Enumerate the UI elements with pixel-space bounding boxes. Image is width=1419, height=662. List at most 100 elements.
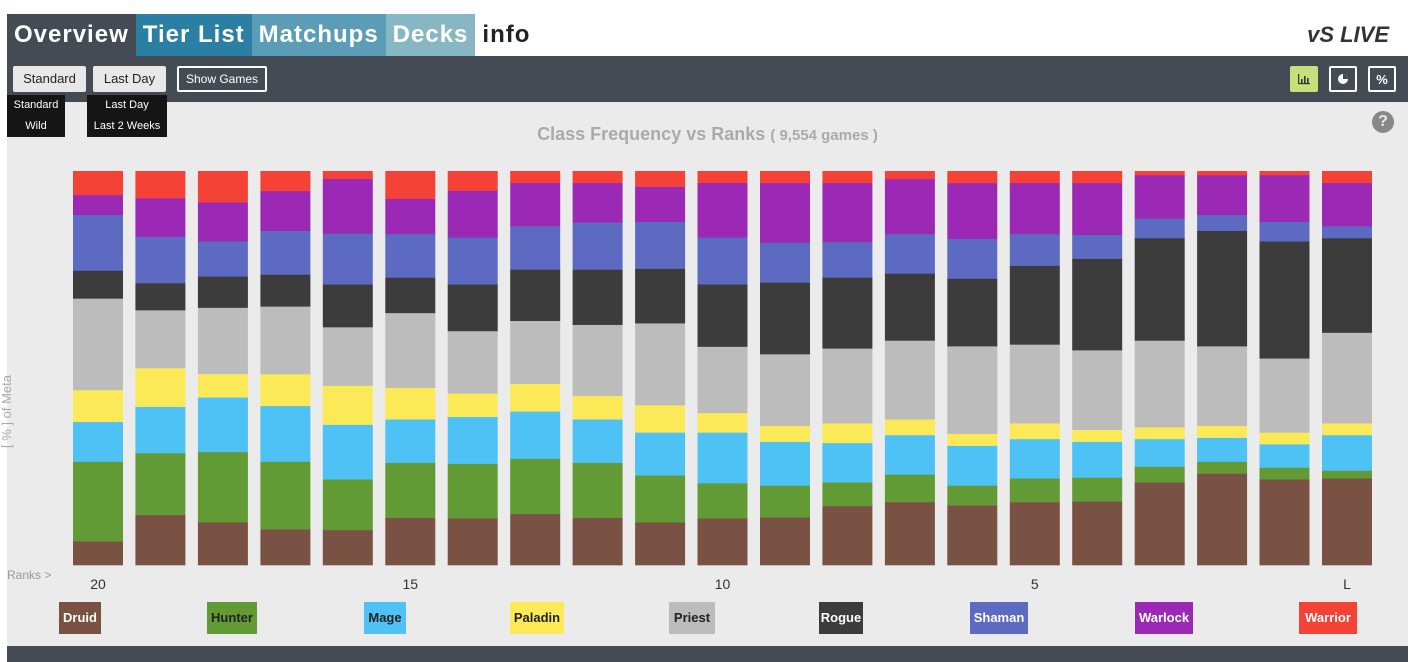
legend-druid[interactable]: Druid [59,602,101,634]
bar-segment-hunter-rank-10[interactable] [697,483,748,519]
bar-segment-shaman-rank-10[interactable] [697,237,748,285]
bar-rank-12[interactable] [572,171,623,566]
tab-tier-list[interactable]: Tier List [135,14,252,56]
bar-segment-mage-rank-19[interactable] [135,406,186,454]
bar-segment-warrior-rank-20[interactable] [73,171,123,196]
bar-segment-warlock-rank-17[interactable] [260,190,311,231]
bar-segment-shaman-rank-1[interactable] [1259,221,1310,242]
bar-segment-shaman-rank-4[interactable] [1072,234,1123,259]
bar-segment-paladin-rank-17[interactable] [260,373,311,407]
bar-segment-rogue-rank-19[interactable] [135,283,186,311]
bar-segment-hunter-rank-15[interactable] [385,462,436,519]
bar-segment-hunter-rank-13[interactable] [510,458,561,515]
bar-segment-warlock-rank-16[interactable] [322,178,373,234]
bar-segment-paladin-rank-20[interactable] [73,389,123,423]
bar-segment-shaman-rank-6[interactable] [947,238,998,279]
bar-segment-warlock-rank-12[interactable] [572,182,623,223]
bar-segment-druid-rank-19[interactable] [135,514,186,566]
bar-rank-18[interactable] [197,171,248,566]
legend-shaman[interactable]: Shaman [970,602,1028,634]
bar-segment-warlock-rank-15[interactable] [385,198,436,235]
bar-segment-hunter-rank-18[interactable] [197,451,248,523]
bar-segment-shaman-rank-12[interactable] [572,222,623,270]
bar-segment-paladin-rank-7[interactable] [884,419,935,436]
bar-segment-warrior-rank-19[interactable] [135,171,186,199]
bar-segment-warrior-rank-6[interactable] [947,171,998,184]
bar-segment-warrior-rank-5[interactable] [1009,171,1060,184]
bar-segment-priest-rank-20[interactable] [73,298,123,391]
bar-segment-priest-rank-12[interactable] [572,324,623,396]
bar-segment-shaman-rank-15[interactable] [385,234,436,278]
bar-segment-paladin-rank-9[interactable] [760,425,810,442]
bar-segment-druid-rank-2[interactable] [1197,473,1248,566]
bar-segment-priest-rank-11[interactable] [635,323,686,406]
tab-decks[interactable]: Decks [385,14,476,56]
bar-segment-druid-rank-6[interactable] [947,505,998,566]
bar-rank-11[interactable] [635,171,686,566]
bar-segment-warlock-rank-3[interactable] [1134,174,1185,219]
bar-rank-14[interactable] [447,171,498,566]
bar-segment-shaman-rank-18[interactable] [197,241,248,277]
bar-segment-warrior-rank-14[interactable] [447,171,498,191]
bar-segment-rogue-rank-9[interactable] [760,282,810,355]
bar-segment-priest-rank-9[interactable] [760,354,810,427]
bar-segment-priest-rank-19[interactable] [135,310,186,369]
bar-segment-warlock-rank-14[interactable] [447,190,498,238]
bar-rank-7[interactable] [884,171,935,566]
bar-segment-hunter-rank-12[interactable] [572,462,623,519]
bar-segment-priest-rank-15[interactable] [385,312,436,388]
format-button[interactable]: Standard [13,66,86,92]
bar-segment-mage-rank-3[interactable] [1134,438,1185,467]
bar-segment-priest-rank-1[interactable] [1259,358,1310,433]
bar-segment-hunter-rank-9[interactable] [760,485,810,518]
bar-segment-paladin-rank-15[interactable] [385,387,436,420]
bar-segment-druid-rank-13[interactable] [510,513,561,566]
bar-segment-warlock-rank-10[interactable] [697,182,748,238]
bar-segment-hunter-rank-14[interactable] [447,463,498,519]
bar-segment-rogue-rank-3[interactable] [1134,237,1185,341]
bar-segment-mage-rank-5[interactable] [1009,438,1060,479]
bar-rank-13[interactable] [510,171,561,566]
bar-segment-mage-rank-14[interactable] [447,416,498,464]
format-option-wild[interactable]: Wild [25,120,47,132]
bar-segment-hunter-rank-7[interactable] [884,474,935,503]
bar-segment-mage-rank-16[interactable] [322,424,373,480]
bar-rank-9[interactable] [760,171,810,566]
bar-segment-priest-rank-10[interactable] [697,346,748,414]
bar-segment-paladin-rank-19[interactable] [135,368,186,407]
percent-icon[interactable]: % [1368,66,1396,92]
bar-segment-paladin-rank-18[interactable] [197,373,248,398]
bar-rank-16[interactable] [322,171,373,566]
bar-segment-warrior-rank-3[interactable] [1134,171,1185,176]
bar-segment-priest-rank-7[interactable] [884,340,935,420]
time-range-button[interactable]: Last Day [93,66,166,92]
bar-segment-hunter-rank-L[interactable] [1322,470,1372,479]
tab-info[interactable]: info [475,14,538,56]
bar-segment-druid-rank-9[interactable] [760,517,810,566]
help-icon[interactable]: ? [1372,111,1394,133]
legend-priest[interactable]: Priest [669,602,715,634]
bar-segment-rogue-rank-15[interactable] [385,277,436,314]
legend-hunter[interactable]: Hunter [207,602,257,634]
bar-segment-druid-rank-5[interactable] [1009,501,1060,566]
bar-segment-paladin-rank-11[interactable] [635,405,686,433]
bar-segment-warrior-rank-9[interactable] [760,171,810,184]
bar-segment-hunter-rank-16[interactable] [322,479,373,531]
bar-segment-rogue-rank-10[interactable] [697,284,748,347]
bar-rank-4[interactable] [1072,171,1123,566]
bar-segment-warlock-rank-5[interactable] [1009,182,1060,235]
bar-segment-hunter-rank-20[interactable] [73,461,123,542]
bar-segment-shaman-rank-7[interactable] [884,234,935,274]
bar-segment-shaman-rank-L[interactable] [1322,226,1372,239]
bar-segment-priest-rank-8[interactable] [822,348,873,424]
bar-segment-hunter-rank-1[interactable] [1259,467,1310,480]
bar-segment-warlock-rank-2[interactable] [1197,174,1248,216]
bar-segment-warrior-rank-L[interactable] [1322,171,1372,184]
legend-mage[interactable]: Mage [364,602,406,634]
bar-segment-rogue-rank-5[interactable] [1009,265,1060,345]
bar-segment-shaman-rank-8[interactable] [822,241,873,278]
bar-segment-rogue-rank-7[interactable] [884,273,935,341]
legend-paladin[interactable]: Paladin [510,602,564,634]
bar-segment-mage-rank-4[interactable] [1072,441,1123,478]
bar-segment-paladin-rank-12[interactable] [572,395,623,420]
